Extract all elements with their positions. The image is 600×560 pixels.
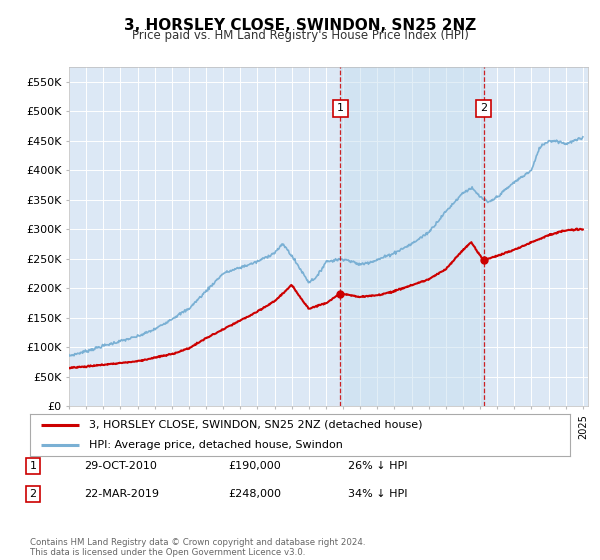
Text: 3, HORSLEY CLOSE, SWINDON, SN25 2NZ (detached house): 3, HORSLEY CLOSE, SWINDON, SN25 2NZ (det… <box>89 420 423 430</box>
Text: 2: 2 <box>480 104 487 114</box>
Text: £190,000: £190,000 <box>228 461 281 471</box>
Text: 29-OCT-2010: 29-OCT-2010 <box>84 461 157 471</box>
Text: HPI: Average price, detached house, Swindon: HPI: Average price, detached house, Swin… <box>89 440 343 450</box>
Bar <box>340 67 484 406</box>
Text: Price paid vs. HM Land Registry's House Price Index (HPI): Price paid vs. HM Land Registry's House … <box>131 29 469 42</box>
Text: £248,000: £248,000 <box>228 489 281 499</box>
Text: 2: 2 <box>29 489 37 499</box>
Text: 26% ↓ HPI: 26% ↓ HPI <box>348 461 407 471</box>
Text: 22-MAR-2019: 22-MAR-2019 <box>84 489 159 499</box>
Text: 1: 1 <box>29 461 37 471</box>
Text: 1: 1 <box>337 104 344 114</box>
Text: Contains HM Land Registry data © Crown copyright and database right 2024.
This d: Contains HM Land Registry data © Crown c… <box>30 538 365 557</box>
Text: 34% ↓ HPI: 34% ↓ HPI <box>348 489 407 499</box>
Text: 3, HORSLEY CLOSE, SWINDON, SN25 2NZ: 3, HORSLEY CLOSE, SWINDON, SN25 2NZ <box>124 18 476 33</box>
